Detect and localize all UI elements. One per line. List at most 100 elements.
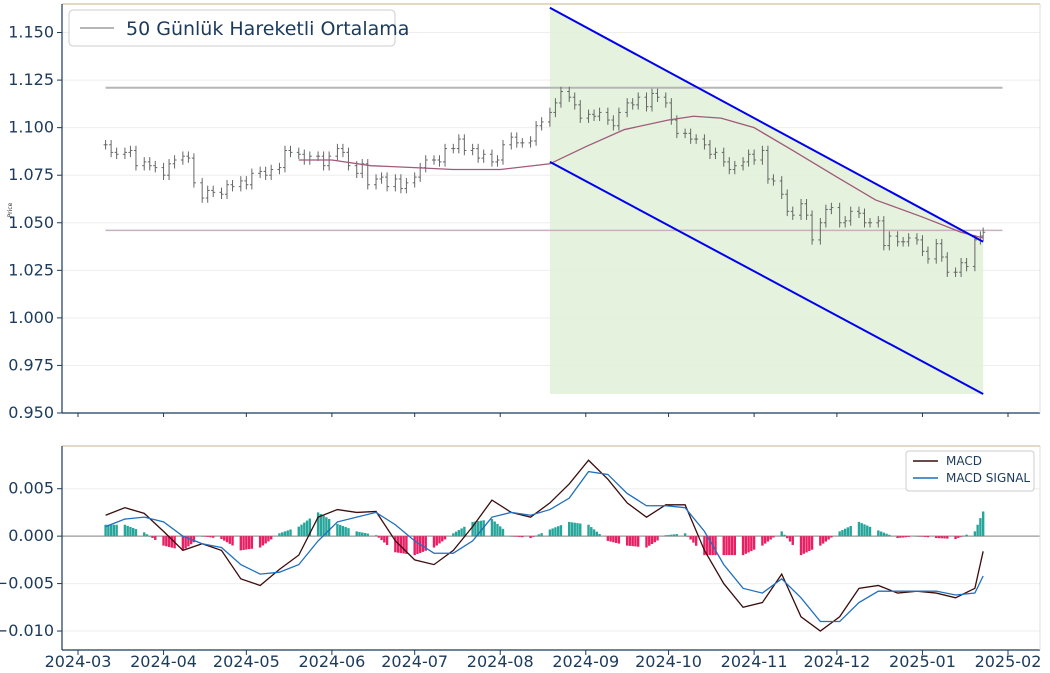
macd-histogram-bar	[752, 536, 756, 550]
macd-histogram-bar	[904, 536, 908, 538]
macd-histogram-bar	[432, 536, 436, 548]
moving-average-line	[298, 115, 984, 239]
macd-histogram-bar	[868, 526, 872, 537]
macd-histogram-bar	[981, 511, 985, 537]
macd-histogram-bar	[733, 536, 736, 556]
macd-histogram-bar	[493, 521, 496, 537]
macd-histogram-bar	[648, 536, 651, 546]
macd-histogram-bar	[220, 536, 223, 539]
macd-histogram-bar	[556, 526, 560, 537]
macd-histogram-bar	[791, 536, 794, 545]
macd-histogram-bar	[899, 536, 902, 538]
macd-histogram-bar	[935, 536, 938, 539]
macd-histogram-bar	[454, 531, 458, 537]
xtick-label: 2024-08	[467, 652, 534, 671]
macd-histogram-bar	[937, 536, 941, 539]
price-ytick-label: 1.150	[8, 23, 54, 42]
macd-histogram-bar	[496, 523, 499, 537]
macd-histogram-bar	[460, 528, 463, 537]
macd-histogram-bar	[452, 533, 455, 537]
price-ytick-label: 1.075	[8, 165, 54, 184]
macd-histogram-bar	[921, 536, 924, 537]
macd-histogram-bar	[283, 531, 287, 537]
macd-histogram-bar	[965, 534, 968, 537]
macd-histogram-bar	[540, 533, 543, 537]
macd-histogram-bar	[258, 536, 262, 548]
macd-histogram-bar	[363, 533, 367, 537]
macd-histogram-bar	[115, 524, 118, 537]
macd-histogram-bar	[728, 536, 731, 556]
macd-signal-line	[105, 470, 984, 623]
xtick-label: 2024-10	[635, 652, 702, 671]
macd-histogram-bar	[443, 536, 447, 540]
macd-histogram-bar	[625, 536, 629, 546]
macd-histogram-bar	[394, 536, 397, 553]
macd-histogram-bar	[882, 532, 886, 537]
macd-histogram-bar	[943, 536, 946, 539]
price-ytick-label: 1.025	[8, 260, 54, 279]
macd-histogram-bar	[631, 536, 634, 547]
macd-histogram-bar	[769, 536, 772, 540]
macd-histogram-bar	[521, 536, 524, 538]
macd-histogram-bar	[515, 536, 518, 537]
macd-histogram-bar	[228, 536, 231, 544]
macd-histogram-bar	[187, 536, 190, 547]
macd-histogram-bar	[808, 536, 811, 552]
macd-histogram-bar	[551, 528, 554, 537]
price-panel: 0.950 0.975 1.000 1.025 1.050 1.075 1.100 1.125…	[7, 3, 1041, 422]
macd-histogram-bar	[672, 534, 676, 537]
macd-histogram-bar	[300, 524, 303, 537]
macd-histogram-bar	[242, 536, 245, 550]
x-axis: 2024-03 2024-04 2024-05 2024-06 2024-07 2024-…	[45, 413, 1041, 671]
macd-histogram-bar	[264, 536, 267, 544]
macd-histogram-bar	[181, 536, 185, 551]
macd-histogram-bar	[866, 525, 869, 537]
macd-histogram-bar	[457, 530, 461, 537]
macd-histogram-bar	[694, 536, 698, 546]
macd-histogram-bar	[783, 534, 786, 537]
macd-histogram-bar	[134, 529, 138, 537]
macd-histogram-bar	[380, 536, 383, 541]
macd-histogram-bar	[548, 529, 552, 537]
macd-histogram-bar	[474, 521, 477, 537]
macd-histogram-bar	[810, 536, 814, 550]
macd-histogram-bar	[915, 536, 919, 537]
macd-histogram-bar	[628, 536, 632, 546]
macd-histogram-bar	[441, 536, 444, 542]
price-legend-label: 50 Günlük Hareketli Ortalama	[126, 18, 409, 40]
macd-histogram-bar	[385, 536, 389, 545]
macd-histogram-bar	[857, 521, 861, 537]
macd-histogram-bar	[766, 536, 770, 542]
macd-histogram-bar	[744, 536, 748, 554]
macd-histogram-bar	[167, 536, 171, 547]
macd-histogram-bar	[361, 532, 364, 537]
macd-histogram-bar	[223, 536, 226, 541]
macd-histogram-bar	[824, 536, 828, 542]
macd-histogram-bar	[143, 532, 146, 537]
channel-lower-line	[549, 161, 984, 395]
macd-histogram-bar	[926, 536, 930, 538]
macd-histogram-bar	[322, 515, 325, 537]
macd-histogram-bar	[347, 528, 350, 537]
xtick-label: 2024-12	[803, 652, 870, 671]
macd-histogram-bar	[289, 529, 292, 537]
macd-histogram-bar	[344, 527, 347, 537]
macd-histogram-bar	[532, 536, 535, 537]
macd-histogram-bar	[885, 533, 888, 537]
macd-histogram-bar	[554, 527, 557, 537]
macd-histogram-bar	[239, 536, 243, 551]
macd-histogram-bar	[184, 536, 187, 549]
channel-upper-line	[549, 6, 984, 243]
macd-histogram-bar	[973, 531, 977, 537]
macd-histogram-bar	[165, 536, 168, 547]
macd-histogram-bar	[518, 536, 521, 537]
macd-histogram-bar	[918, 536, 921, 537]
macd-histogram-bar	[225, 536, 229, 543]
macd-histogram-bar	[338, 524, 342, 537]
macd-histogram-bar	[592, 529, 596, 537]
macd-histogram-bar	[305, 520, 309, 537]
macd-panel: −0.010 −0.005 0.000 0.005 MACD MACD SIGNAL	[0, 445, 1041, 651]
macd-histogram-bar	[416, 536, 419, 555]
macd-histogram-bar	[112, 524, 116, 537]
macd-histogram-bar	[355, 531, 358, 537]
